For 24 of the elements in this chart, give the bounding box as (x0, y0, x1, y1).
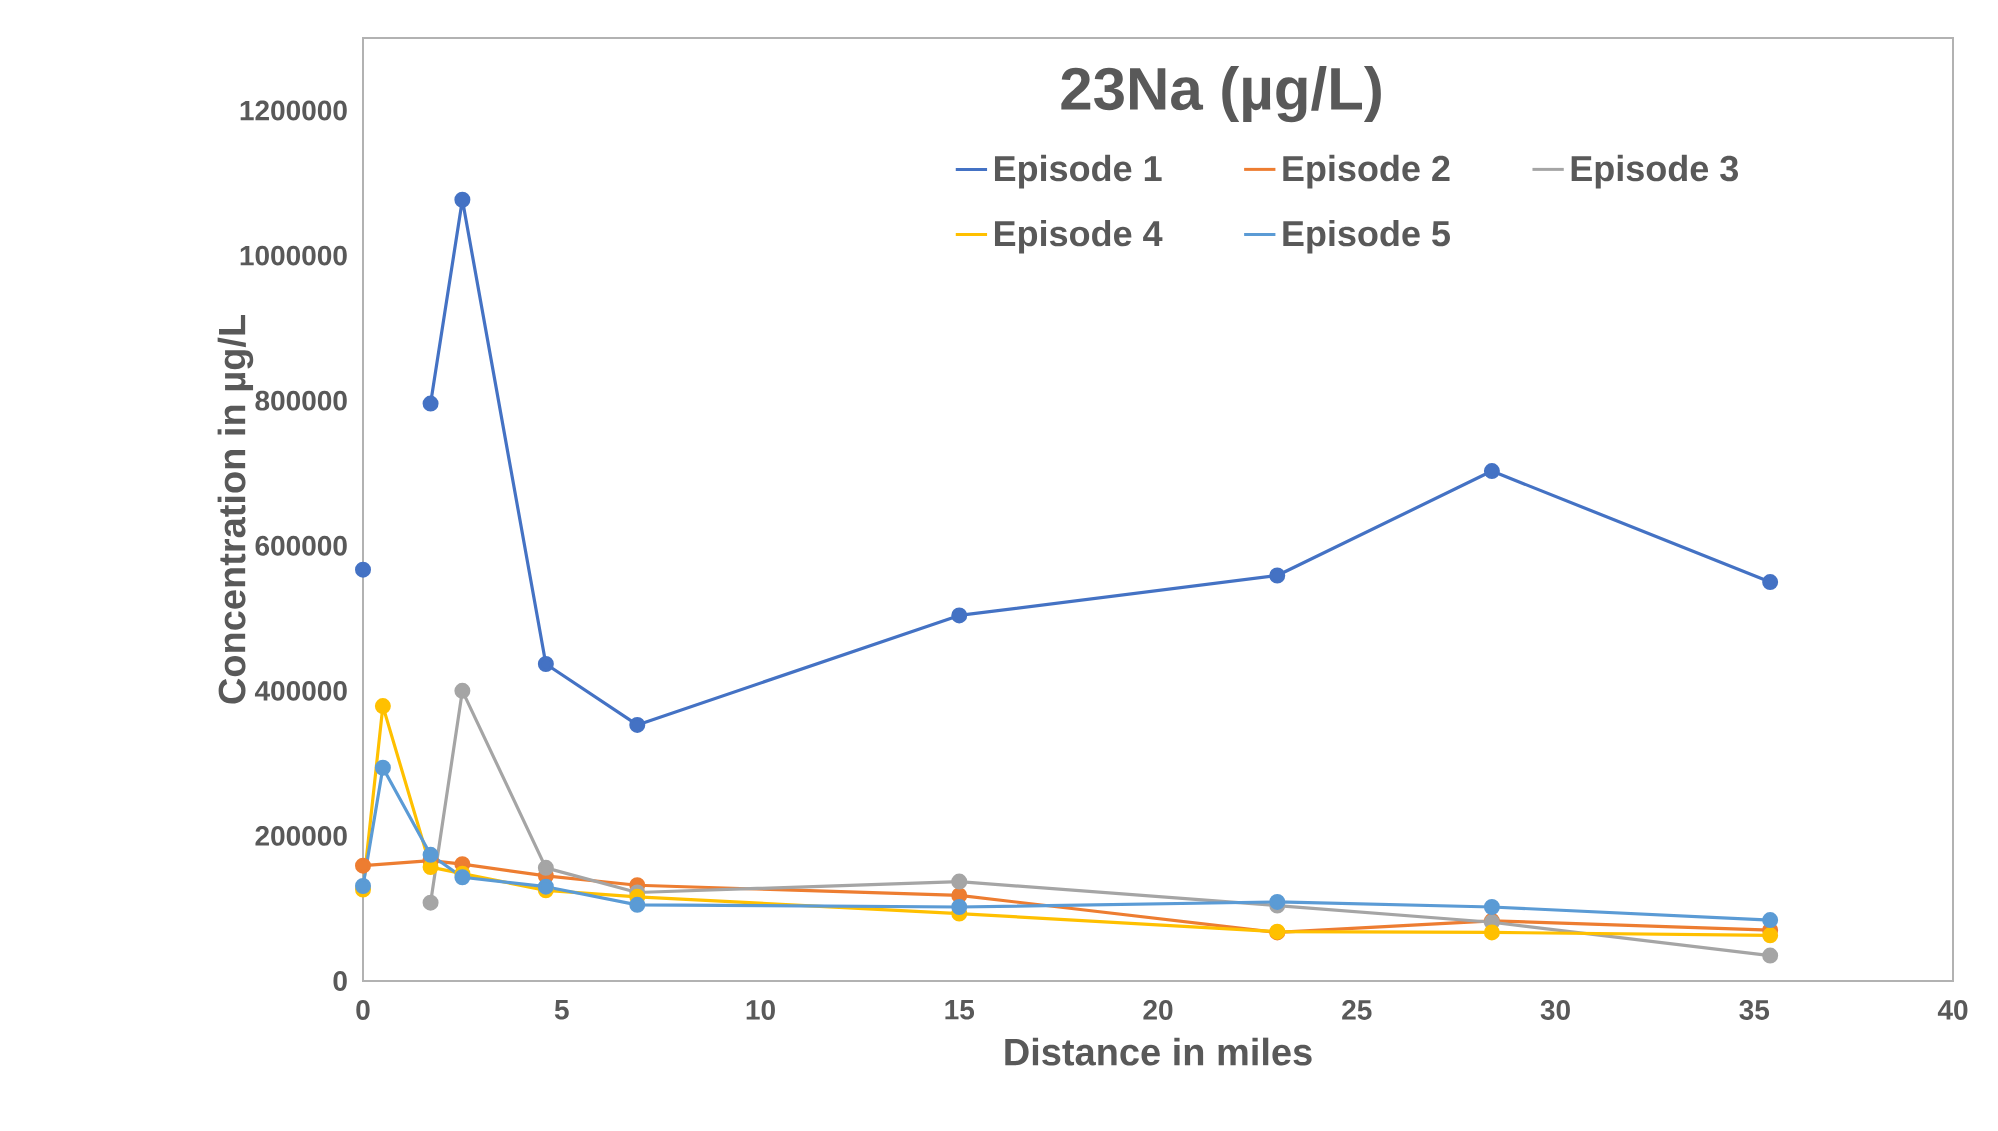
y-tick-label: 1200000 (240, 100, 347, 121)
y-tick-label: 0 (333, 971, 347, 991)
chart-title: 23Na (µg/L) (1061, 66, 1381, 123)
x-tick-label: 30 (1540, 1000, 1570, 1020)
legend-label: Episode 5 (1283, 219, 1450, 254)
legend-label: Episode 4 (994, 219, 1163, 254)
y-tick-label: 200000 (255, 825, 347, 846)
y-axis-title: Concentration in µg/L (217, 315, 254, 704)
x-tick-label: 5 (554, 1000, 569, 1020)
y-tick-label: 600000 (255, 535, 347, 556)
x-tick-label: 20 (1143, 1000, 1173, 1020)
legend-label: Episode 1 (994, 154, 1162, 189)
legend-label: Episode 3 (1571, 154, 1738, 189)
y-tick-label: 400000 (254, 680, 347, 701)
x-tick-label: 15 (945, 1000, 975, 1020)
x-tick-label: 35 (1739, 1000, 1770, 1020)
y-tick-label: 1000000 (240, 245, 347, 266)
x-tick-label: 25 (1342, 1000, 1372, 1020)
x-tick-label: 40 (1937, 1000, 1968, 1020)
x-tick-label: 0 (356, 1000, 370, 1020)
x-axis-title: Distance in miles (1005, 1037, 1312, 1066)
legend-label: Episode 2 (1283, 154, 1450, 189)
x-tick-label: 10 (746, 1000, 775, 1020)
y-tick-label: 800000 (255, 390, 347, 411)
